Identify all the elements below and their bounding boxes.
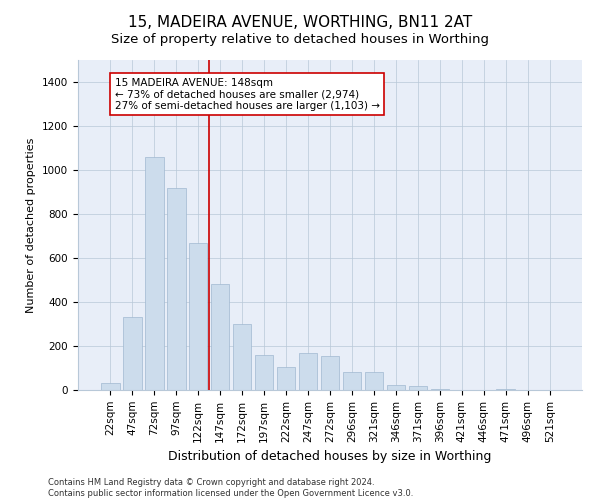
Bar [123, 318, 142, 390]
Bar [277, 367, 295, 390]
Bar [365, 372, 383, 390]
Text: 15 MADEIRA AVENUE: 148sqm
← 73% of detached houses are smaller (2,974)
27% of se: 15 MADEIRA AVENUE: 148sqm ← 73% of detac… [115, 78, 380, 111]
Bar [299, 352, 317, 390]
Text: Size of property relative to detached houses in Worthing: Size of property relative to detached ho… [111, 32, 489, 46]
Bar [145, 157, 164, 390]
Bar [211, 284, 229, 390]
Bar [233, 324, 251, 390]
Bar [409, 386, 427, 390]
Bar [189, 242, 208, 390]
Text: Contains HM Land Registry data © Crown copyright and database right 2024.
Contai: Contains HM Land Registry data © Crown c… [48, 478, 413, 498]
Bar [255, 355, 274, 390]
Bar [496, 389, 515, 390]
Bar [167, 188, 185, 390]
Bar [320, 356, 340, 390]
X-axis label: Distribution of detached houses by size in Worthing: Distribution of detached houses by size … [169, 450, 491, 463]
Text: 15, MADEIRA AVENUE, WORTHING, BN11 2AT: 15, MADEIRA AVENUE, WORTHING, BN11 2AT [128, 15, 472, 30]
Y-axis label: Number of detached properties: Number of detached properties [26, 138, 37, 312]
Bar [343, 372, 361, 390]
Bar [101, 384, 119, 390]
Bar [431, 389, 449, 390]
Bar [386, 384, 405, 390]
